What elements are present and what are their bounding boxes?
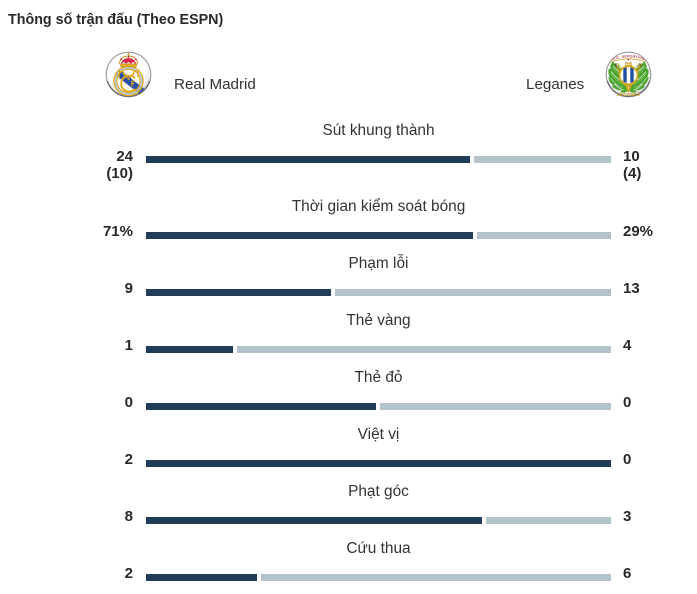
- svg-text:C.D. DEPORTIVO: C.D. DEPORTIVO: [612, 54, 645, 61]
- svg-text:S.: S.: [615, 62, 619, 67]
- svg-text:LEGANES: LEGANES: [617, 92, 641, 97]
- svg-text:A: A: [638, 62, 642, 67]
